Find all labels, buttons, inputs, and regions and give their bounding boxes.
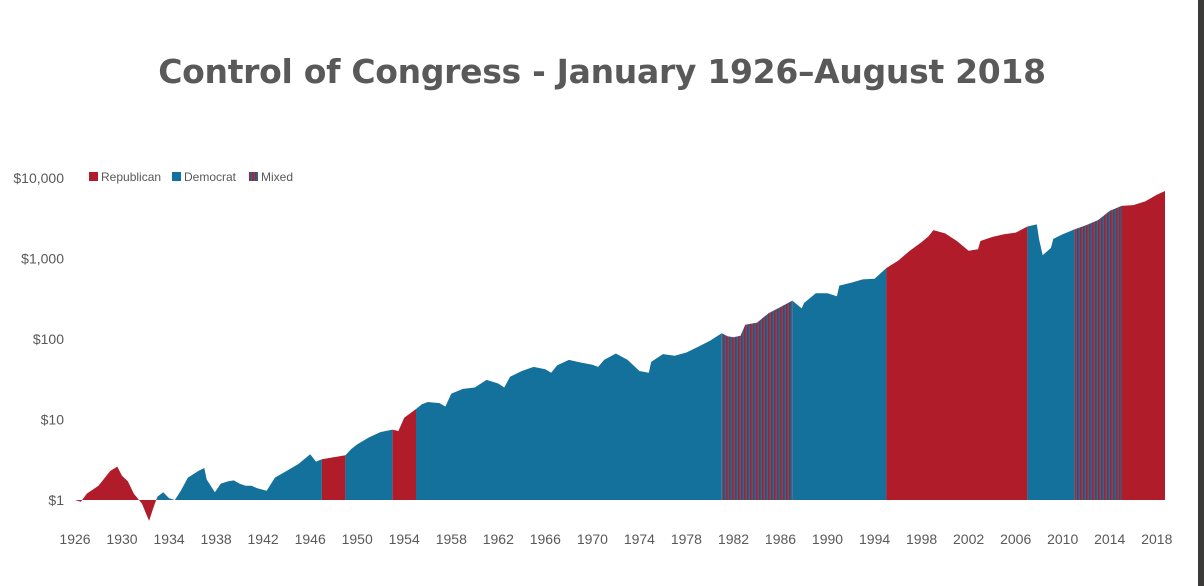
x-tick-label: 1930 [106, 531, 137, 547]
party-band-republican [1121, 191, 1165, 521]
x-tick-label: 1962 [483, 531, 514, 547]
party-band-republican [321, 191, 346, 521]
x-tick-label: 1978 [671, 531, 702, 547]
x-tick-label: 1946 [295, 531, 326, 547]
x-tick-label: 1950 [342, 531, 373, 547]
x-axis: 1926 1930 1934 1938 1942 1946 1950 1954 1958 1962… [59, 531, 1172, 547]
party-band-democrat [792, 191, 887, 521]
x-tick-label: 1998 [906, 531, 937, 547]
x-tick-label: 1982 [718, 531, 749, 547]
party-band-democrat [157, 191, 322, 521]
legend-label-republican: Republican [101, 170, 161, 184]
legend-swatch-democrat [172, 172, 181, 181]
chart-title: Control of Congress - January 1926–Augus… [158, 52, 1046, 91]
legend-swatch-mixed [249, 172, 258, 181]
x-tick-label: 2006 [1000, 531, 1031, 547]
window-edge [1198, 0, 1204, 586]
x-tick-label: 1938 [201, 531, 232, 547]
x-tick-label: 2018 [1141, 531, 1172, 547]
x-tick-label: 1990 [812, 531, 843, 547]
party-bands [75, 191, 1165, 521]
legend-label-mixed: Mixed [261, 170, 293, 184]
party-band-republican [392, 191, 416, 521]
x-tick-label: 1942 [248, 531, 279, 547]
x-tick-label: 2010 [1047, 531, 1078, 547]
x-tick-label: 1970 [577, 531, 608, 547]
x-tick-label: 1994 [859, 531, 890, 547]
party-band-mixed [721, 191, 793, 521]
party-band-democrat [345, 191, 393, 521]
y-tick-label: $100 [33, 331, 64, 347]
party-band-democrat [1027, 191, 1075, 521]
x-tick-label: 2014 [1094, 531, 1125, 547]
party-band-republican [886, 191, 1028, 521]
legend-swatch-republican [89, 172, 98, 181]
legend-label-democrat: Democrat [184, 170, 237, 184]
party-band-mixed [1074, 191, 1122, 521]
legend: Republican Democrat Mixed [89, 170, 293, 184]
y-tick-label: $1 [48, 492, 64, 508]
x-tick-label: 1926 [59, 531, 90, 547]
x-tick-label: 1954 [389, 531, 420, 547]
y-tick-label: $10 [41, 412, 65, 428]
y-tick-label: $1,000 [21, 251, 64, 267]
x-tick-label: 1974 [624, 531, 655, 547]
party-band-republican [75, 191, 158, 521]
x-tick-label: 1934 [154, 531, 185, 547]
y-axis: $1 $10 $100 $1,000 $10,000 [13, 170, 64, 508]
party-band-democrat [416, 191, 722, 521]
y-tick-label: $10,000 [13, 170, 64, 186]
x-tick-label: 2002 [953, 531, 984, 547]
x-tick-label: 1986 [765, 531, 796, 547]
x-tick-label: 1958 [436, 531, 467, 547]
x-tick-label: 1966 [530, 531, 561, 547]
